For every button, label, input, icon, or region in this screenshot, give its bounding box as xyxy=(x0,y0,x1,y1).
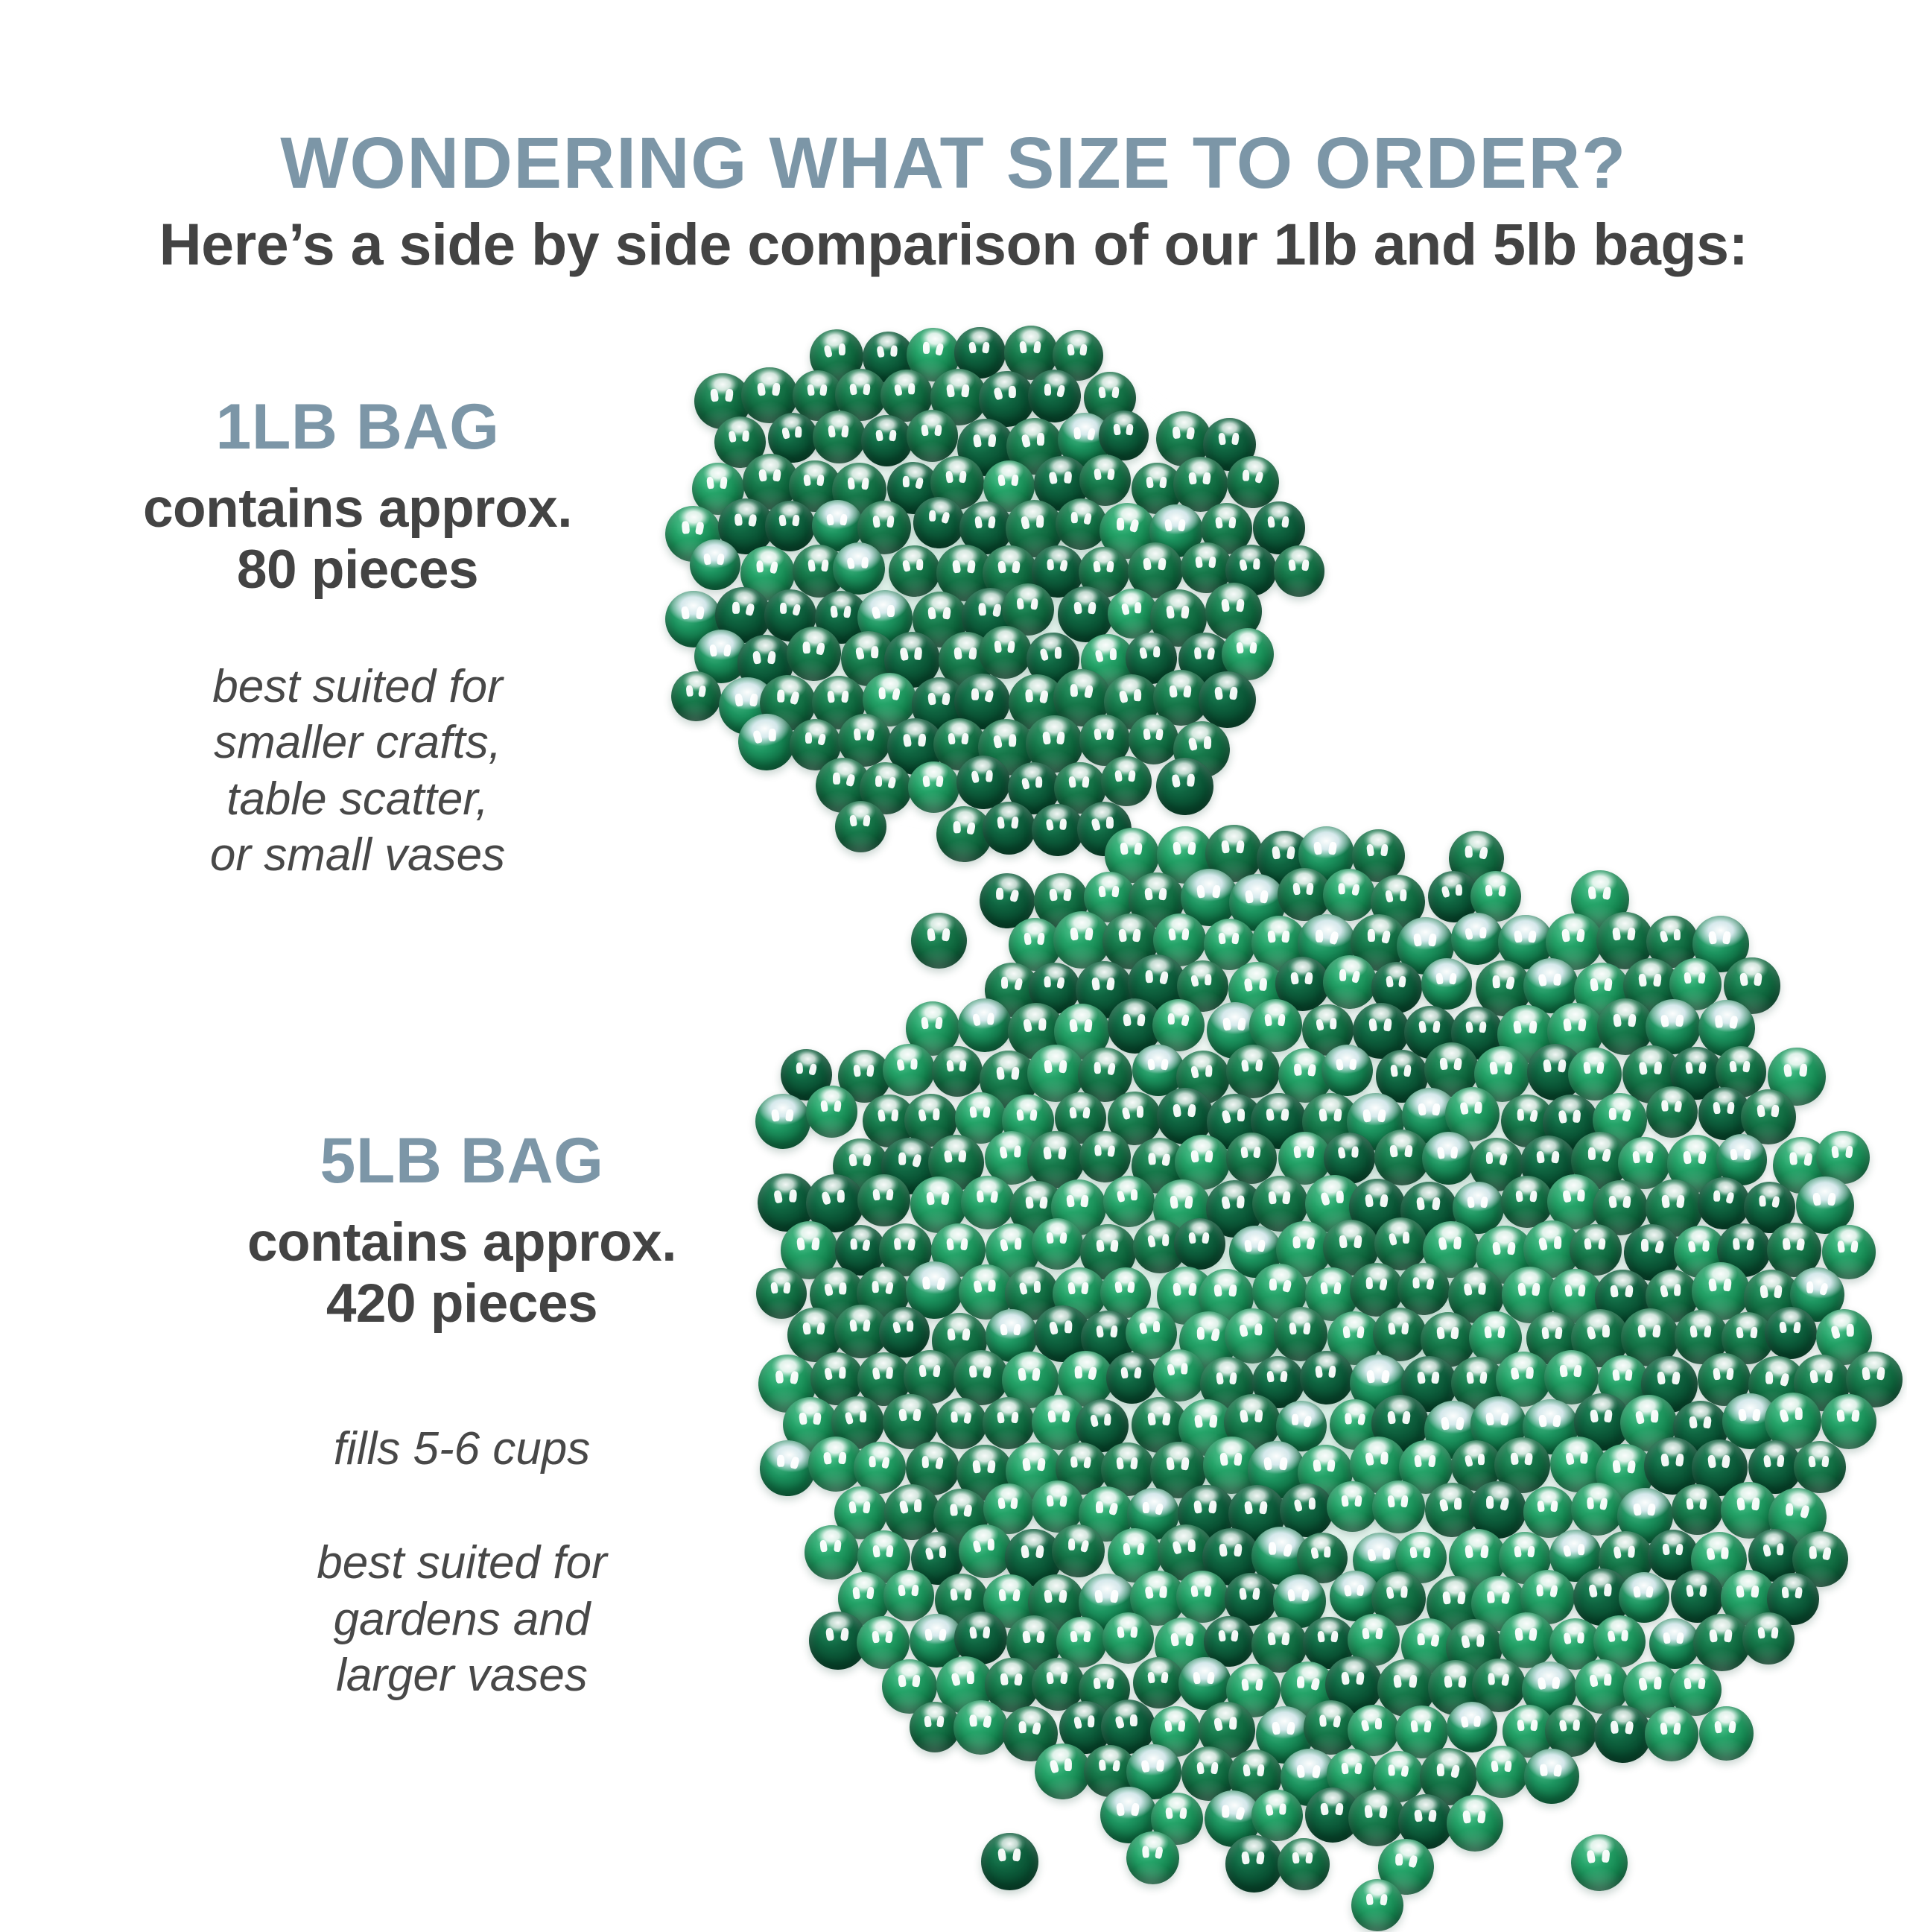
gem xyxy=(1672,1483,1723,1536)
gem xyxy=(1372,1480,1426,1534)
gem xyxy=(834,800,887,853)
gem xyxy=(906,410,959,462)
gem xyxy=(908,761,960,814)
gem xyxy=(1764,1306,1818,1360)
gem xyxy=(1371,1307,1427,1362)
gem xyxy=(1249,999,1302,1052)
gem xyxy=(1057,586,1114,642)
gem xyxy=(1175,1570,1228,1624)
gem xyxy=(1225,1835,1283,1893)
gem xyxy=(1644,1707,1699,1761)
gem xyxy=(813,411,866,463)
gem xyxy=(883,1393,939,1450)
page-subtitle: Here’s a side by side comparison of our … xyxy=(159,211,1748,277)
gem xyxy=(1821,1393,1877,1450)
gem xyxy=(1105,1352,1158,1404)
gem xyxy=(1132,1657,1184,1709)
page-title: WONDERING WHAT SIZE TO ORDER? xyxy=(280,122,1627,203)
gem xyxy=(1278,1131,1332,1185)
gem xyxy=(755,1267,807,1320)
gem xyxy=(1374,1130,1430,1186)
note-line: best suited for xyxy=(317,1537,607,1589)
gem xyxy=(982,802,1035,855)
note-line: gardens and xyxy=(333,1593,591,1645)
gem xyxy=(1173,1217,1225,1270)
gem xyxy=(910,912,968,969)
gem xyxy=(1027,1130,1085,1188)
gem xyxy=(1593,1705,1652,1764)
gem xyxy=(1721,1481,1777,1539)
note-line: best suited for xyxy=(212,660,503,712)
product-quantity-5lb: contains approx. 420 pieces xyxy=(104,1212,819,1334)
gem xyxy=(1351,1878,1404,1932)
product-quantity-1lb: contains approx. 80 pieces xyxy=(0,478,715,601)
product-name-1lb: 1LB BAG xyxy=(215,391,500,463)
note-line: larger vases xyxy=(336,1650,588,1702)
gem xyxy=(1568,1047,1622,1100)
gem xyxy=(1199,671,1256,729)
product-volume-note-5lb: fills 5-6 cups xyxy=(333,1422,591,1475)
gem xyxy=(1327,1480,1378,1532)
gem xyxy=(1132,1044,1184,1096)
gem xyxy=(1618,1572,1669,1624)
gem xyxy=(1204,918,1255,970)
product-block-5lb: 5LB BAG contains approx. 420 pieces fills… xyxy=(104,1129,819,1704)
gem xyxy=(981,1832,1039,1890)
gem xyxy=(1816,1131,1870,1185)
gem xyxy=(931,1045,983,1097)
gem xyxy=(1523,1486,1575,1538)
gem xyxy=(883,1570,935,1621)
note-line: or small vases xyxy=(209,829,506,881)
gem xyxy=(1079,454,1131,506)
product-note-5lb: best suited for gardens and larger vases xyxy=(104,1535,819,1704)
quantity-line-2: 80 pieces xyxy=(236,539,479,600)
gem xyxy=(1053,911,1111,969)
gem xyxy=(1348,1789,1405,1847)
gem xyxy=(1742,1612,1795,1665)
gem xyxy=(1692,1613,1751,1671)
product-note-1lb: best suited for smaller crafts, table scat… xyxy=(0,659,715,884)
gem xyxy=(764,501,816,551)
gem xyxy=(689,539,740,591)
gem xyxy=(1570,1834,1628,1893)
gem xyxy=(1099,410,1149,460)
product-block-1lb: 1LB BAG contains approx. 80 pieces best s… xyxy=(0,395,715,884)
quantity-line-1: contains approx. xyxy=(142,478,573,539)
gem xyxy=(1277,1837,1330,1890)
gem xyxy=(1273,545,1325,597)
note-line: smaller crafts, xyxy=(214,717,501,769)
gem xyxy=(805,1525,859,1580)
gem xyxy=(1225,1133,1278,1184)
gem xyxy=(978,625,1032,680)
gem xyxy=(806,1086,858,1138)
gem xyxy=(1476,1745,1529,1799)
gem xyxy=(1796,1176,1854,1235)
note-line: table scatter, xyxy=(226,773,489,825)
gem xyxy=(1793,1440,1846,1493)
gem-pile-1lb xyxy=(663,324,1325,864)
gem xyxy=(1100,756,1152,807)
gem xyxy=(1570,1223,1622,1276)
gem xyxy=(861,415,913,467)
gem xyxy=(1699,1706,1754,1761)
quantity-line-2: 420 pieces xyxy=(326,1273,598,1334)
gem xyxy=(1031,1657,1085,1711)
quantity-line-1: contains approx. xyxy=(247,1212,677,1273)
gem-pile-5lb xyxy=(755,823,1903,1932)
gem xyxy=(1523,1747,1580,1805)
gem xyxy=(755,1094,812,1150)
gem xyxy=(1173,457,1228,512)
gem xyxy=(910,1702,960,1753)
gem xyxy=(1178,1657,1231,1711)
product-name-5lb: 5LB BAG xyxy=(320,1125,604,1197)
gem xyxy=(1299,1350,1354,1405)
gem xyxy=(857,1174,910,1227)
gem xyxy=(1278,868,1331,922)
gem xyxy=(1447,1794,1504,1852)
gem xyxy=(1649,1618,1700,1670)
gem xyxy=(1421,958,1473,1010)
